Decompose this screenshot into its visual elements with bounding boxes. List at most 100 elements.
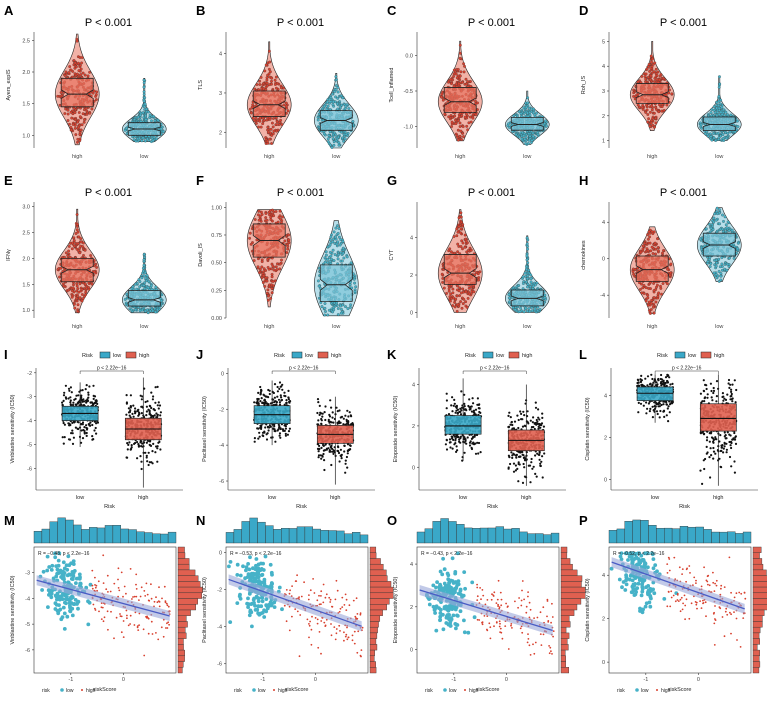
y-tick-label: 3	[219, 91, 222, 97]
y-tick-label: 0.0	[405, 53, 413, 59]
data-point	[89, 401, 92, 404]
data-point	[512, 286, 515, 290]
x-tick-label: low	[332, 154, 340, 160]
x-axis-label: Risk	[104, 504, 115, 510]
data-point	[149, 444, 152, 447]
y-tick-label: 4	[219, 52, 222, 58]
data-point	[715, 100, 719, 104]
data-point	[639, 250, 643, 254]
data-point	[151, 414, 154, 418]
data-point	[654, 116, 658, 120]
box-high	[635, 83, 669, 104]
data-point	[70, 391, 73, 394]
data-point	[271, 264, 275, 268]
data-point	[463, 115, 467, 119]
data-point	[325, 100, 329, 104]
data-point	[266, 298, 270, 302]
data-point	[69, 396, 72, 399]
data-point	[76, 249, 80, 253]
data-point	[128, 441, 131, 444]
data-point	[530, 309, 534, 313]
data-point	[709, 111, 713, 114]
data-point	[146, 400, 149, 403]
data-point	[145, 308, 149, 312]
data-point	[143, 139, 147, 143]
data-point	[718, 82, 722, 86]
data-point	[508, 300, 511, 304]
data-point	[126, 456, 129, 459]
data-point	[670, 92, 674, 96]
data-point	[262, 267, 266, 271]
data-point	[468, 115, 472, 119]
data-point	[521, 282, 525, 285]
data-point	[464, 82, 468, 86]
data-point	[464, 300, 468, 304]
data-point	[326, 261, 330, 264]
data-point	[145, 410, 148, 413]
data-point	[652, 111, 656, 115]
data-point	[145, 405, 148, 408]
data-point	[726, 113, 729, 117]
data-point	[644, 80, 647, 84]
data-point	[67, 244, 71, 248]
data-point	[152, 408, 155, 411]
x-axis-label: Risk	[296, 504, 307, 510]
data-point	[73, 306, 77, 310]
data-point	[524, 142, 528, 146]
data-point	[273, 78, 277, 82]
data-point	[153, 307, 157, 311]
data-point	[458, 125, 462, 128]
data-point	[323, 306, 327, 310]
data-point	[450, 82, 453, 86]
data-point	[86, 74, 90, 78]
data-point	[145, 454, 148, 457]
data-point	[58, 275, 61, 279]
data-point	[258, 271, 261, 275]
data-point	[85, 428, 89, 431]
data-point	[81, 400, 85, 403]
data-point	[265, 76, 269, 80]
data-point	[523, 137, 527, 141]
data-point	[459, 300, 463, 304]
data-point	[323, 302, 327, 305]
legend-label-high: high	[331, 353, 341, 359]
data-point	[280, 123, 284, 126]
data-point	[459, 227, 463, 231]
data-point	[656, 237, 660, 241]
data-point	[336, 313, 340, 317]
data-point	[328, 130, 332, 134]
data-point	[729, 113, 733, 117]
data-point	[328, 260, 332, 263]
data-point	[64, 70, 68, 74]
data-point	[331, 92, 335, 96]
data-point	[717, 257, 721, 261]
data-point	[284, 101, 288, 105]
data-point	[82, 404, 86, 407]
x-tick-label: high	[72, 324, 82, 330]
data-point	[156, 385, 159, 388]
data-point	[130, 287, 134, 291]
data-point	[77, 125, 81, 129]
data-point	[669, 271, 673, 275]
data-point	[512, 114, 516, 118]
p-value: P < 0.001	[85, 187, 132, 199]
data-point	[543, 296, 547, 300]
data-point	[80, 61, 84, 65]
data-point	[536, 308, 540, 312]
data-point	[544, 119, 547, 123]
data-point	[76, 140, 79, 144]
data-point	[524, 105, 528, 109]
data-point	[267, 210, 271, 214]
data-point	[650, 57, 654, 61]
data-point	[63, 436, 66, 439]
y-tick-label: 5	[602, 39, 605, 45]
data-point	[274, 75, 278, 79]
data-point	[720, 227, 724, 231]
data-point	[268, 75, 272, 79]
data-point	[519, 306, 523, 310]
data-point	[269, 297, 273, 300]
data-point	[641, 103, 645, 107]
data-point	[649, 121, 653, 125]
data-point	[92, 270, 96, 274]
